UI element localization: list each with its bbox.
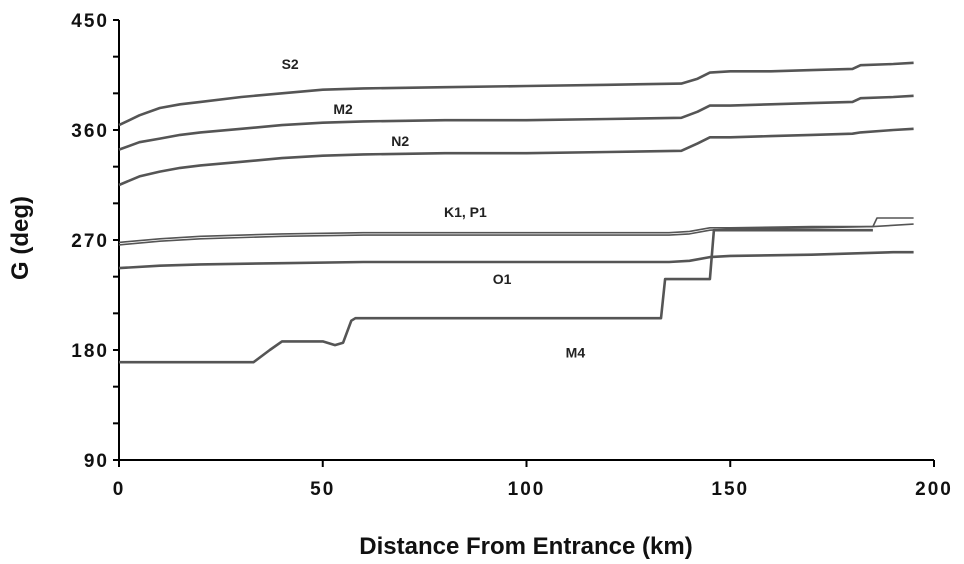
x-axis-title: Distance From Entrance (km) [359,533,692,560]
series-line-o1 [118,250,914,270]
series-label: K1, P1 [444,204,487,220]
series-label: S2 [282,56,299,72]
series-line-s2 [118,61,914,127]
y-tick-label: 450 [71,11,109,32]
y-tick-label: 90 [84,451,109,472]
y-tick-label: 270 [71,231,109,252]
series-label: O1 [493,271,512,287]
x-tick-label: 200 [915,479,953,500]
series-label: M4 [566,344,586,360]
x-tick-label: 50 [310,479,335,500]
x-tick-label: 100 [508,479,546,500]
y-axis-title: G (deg) [7,196,34,280]
series-line-p1 [118,223,914,246]
series-label: N2 [391,133,409,149]
series-label: M2 [333,101,353,117]
x-tick-label: 150 [711,479,749,500]
y-tick-label: 180 [71,341,109,362]
x-axis: 0 50 100 150 200 [113,459,953,500]
series-line-m4 [119,228,873,364]
x-tick-label: 0 [113,479,126,500]
series-line-m2 [118,94,914,151]
series-group [118,61,914,364]
y-tick-label: 360 [71,121,109,142]
series-labels: S2 M2 N2 K1, P1 O1 M4 [282,56,586,360]
plot-area: 0 50 100 150 200 90 180 270 360 450 S2 M2 N2 K1, P1… [71,11,953,500]
series-line-n2 [118,127,914,187]
y-axis: 90 180 270 360 450 [71,11,120,472]
